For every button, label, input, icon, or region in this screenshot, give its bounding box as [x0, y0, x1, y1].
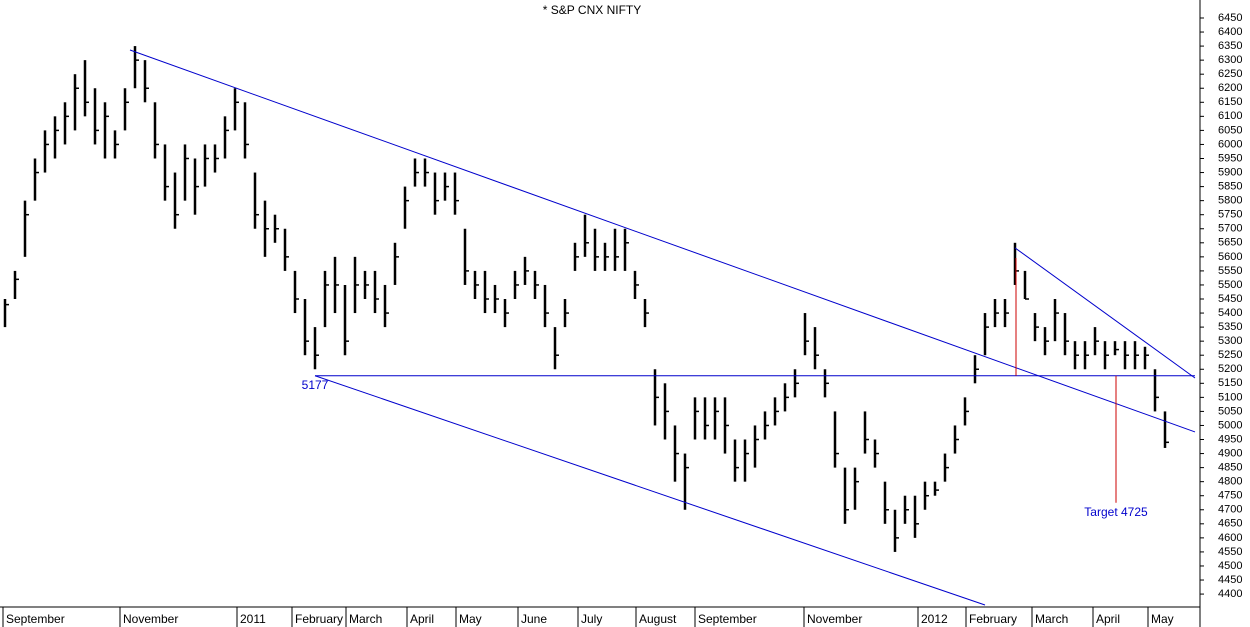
x-tick-label: September: [6, 612, 65, 626]
y-tick-label: 6350: [1218, 40, 1242, 52]
y-tick-label: 5700: [1218, 223, 1242, 235]
y-tick-label: 4600: [1218, 532, 1242, 544]
x-tick-label: March: [1035, 612, 1068, 626]
y-tick-label: 6450: [1218, 12, 1242, 24]
x-tick-label: 2012: [921, 612, 948, 626]
y-tick-label: 6200: [1218, 82, 1242, 94]
y-tick-label: 5000: [1218, 419, 1242, 431]
y-tick-label: 5900: [1218, 166, 1242, 178]
y-tick-label: 5100: [1218, 391, 1242, 403]
trend-line: [129, 49, 1196, 433]
x-tick-label: May: [459, 612, 482, 626]
y-tick-label: 6300: [1218, 54, 1242, 66]
y-tick-label: 5500: [1218, 279, 1242, 291]
y-tick-label: 4900: [1218, 447, 1242, 459]
x-tick-label: July: [581, 612, 602, 626]
y-tick-label: 6250: [1218, 68, 1242, 80]
y-tick-label: 6400: [1218, 26, 1242, 38]
x-tick-label: May: [1151, 612, 1174, 626]
chart-title: * S&P CNX NIFTY: [543, 3, 641, 17]
y-tick-label: 4650: [1218, 518, 1242, 530]
x-tick-label: August: [639, 612, 677, 626]
x-tick-label: 2011: [240, 612, 266, 626]
y-tick-label: 5800: [1218, 195, 1242, 207]
x-tick-label: April: [1096, 612, 1120, 626]
y-tick-label: 5050: [1218, 405, 1242, 417]
x-tick-label: March: [349, 612, 382, 626]
x-tick-label: November: [123, 612, 178, 626]
y-tick-label: 5450: [1218, 293, 1242, 305]
y-tick-label: 4700: [1218, 504, 1242, 516]
y-tick-label: 4400: [1218, 588, 1242, 600]
trend-line: [1014, 247, 1196, 379]
y-tick-label: 4750: [1218, 490, 1242, 502]
annotation: Target 4725: [1084, 505, 1148, 519]
y-tick-label: 5400: [1218, 307, 1242, 319]
y-tick-label: 6100: [1218, 110, 1242, 122]
y-tick-label: 4850: [1218, 462, 1242, 474]
x-tick-label: September: [698, 612, 757, 626]
y-tick-label: 5550: [1218, 265, 1242, 277]
y-tick-label: 4500: [1218, 560, 1242, 572]
y-tick-label: 6050: [1218, 124, 1242, 136]
y-tick-label: 4550: [1218, 546, 1242, 558]
y-tick-label: 5650: [1218, 237, 1242, 249]
annotation: 5177: [302, 378, 329, 392]
x-tick-label: April: [410, 612, 434, 626]
y-tick-label: 6150: [1218, 96, 1242, 108]
y-tick-label: 5850: [1218, 181, 1242, 193]
y-tick-label: 4950: [1218, 433, 1242, 445]
y-tick-label: 4800: [1218, 476, 1242, 488]
x-tick-label: February: [295, 612, 343, 626]
x-tick-label: February: [969, 612, 1017, 626]
y-tick-label: 5300: [1218, 335, 1242, 347]
y-tick-label: 5150: [1218, 377, 1242, 389]
y-tick-label: 5200: [1218, 363, 1242, 375]
x-tick-label: June: [521, 612, 547, 626]
y-tick-label: 5600: [1218, 251, 1242, 263]
y-tick-label: 4450: [1218, 574, 1242, 586]
y-tick-label: 5350: [1218, 321, 1242, 333]
y-tick-label: 5950: [1218, 152, 1242, 164]
y-tick-label: 5750: [1218, 209, 1242, 221]
y-tick-label: 5250: [1218, 349, 1242, 361]
trend-line: [314, 375, 986, 606]
y-tick-label: 6000: [1218, 138, 1242, 150]
x-tick-label: November: [807, 612, 862, 626]
